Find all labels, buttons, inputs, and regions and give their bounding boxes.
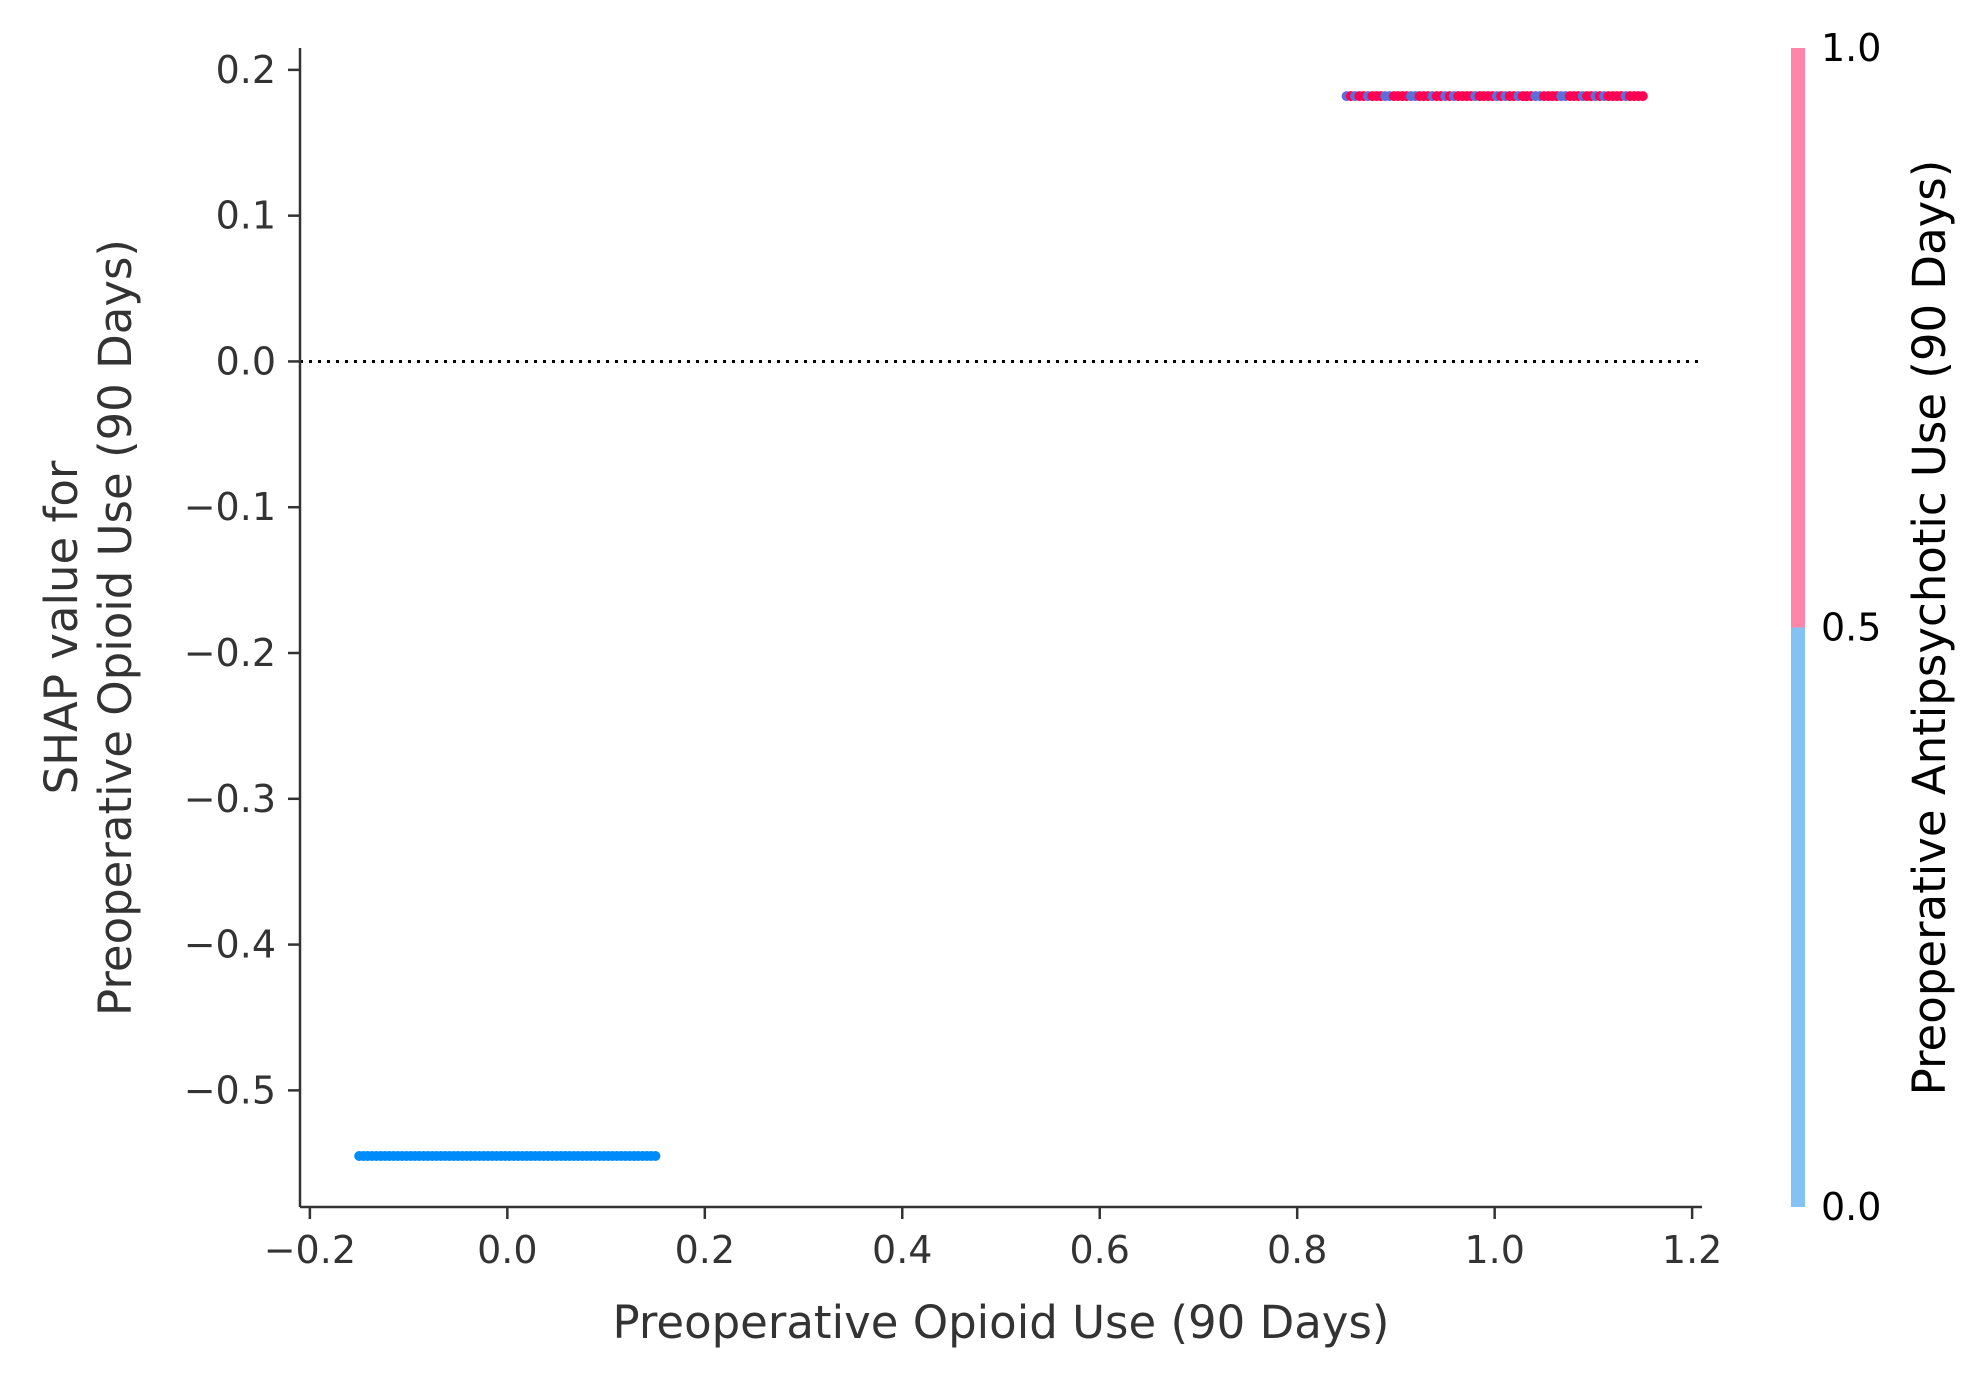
x-tick-label: 0.8 [1267,1228,1327,1272]
y-tick-label: −0.3 [184,777,276,821]
y-tick-label: 0.2 [216,48,276,92]
data-point [650,1150,661,1161]
y-tick-label: −0.1 [184,485,276,529]
data-point [1637,91,1648,102]
colorbar-tick-label: 1.0 [1821,26,1881,70]
colorbar-tick-label: 0.5 [1821,606,1881,650]
colorbar [1791,48,1805,1207]
colorbar-ticks: 0.0 0.5 1.0 [1821,26,1881,1229]
y-tick-label: 0.0 [216,339,276,383]
y-tick-label: −0.2 [184,631,276,675]
y-tick-label: 0.1 [216,194,276,238]
y-axis-title: SHAP value for Preoperative Opioid Use (… [35,239,142,1016]
x-tick-label: 0.0 [477,1228,537,1272]
points-layer [354,91,1648,1161]
x-tick-label: 0.4 [872,1228,932,1272]
y-axis-title-line-1: SHAP value for [35,460,88,794]
x-axis-ticks: −0.2 0.0 0.2 0.4 0.6 0.8 1.0 1.2 [264,1207,1722,1272]
x-tick-label: 0.6 [1070,1228,1130,1272]
x-tick-label: 0.2 [675,1228,735,1272]
x-tick-label: −0.2 [264,1228,356,1272]
x-tick-label: 1.2 [1662,1228,1722,1272]
y-tick-label: −0.5 [184,1068,276,1112]
x-axis-title: Preoperative Opioid Use (90 Days) [613,1296,1390,1349]
x-tick-label: 1.0 [1464,1228,1524,1272]
colorbar-title: Preoperative Antipsychotic Use (90 Days) [1903,160,1956,1096]
colorbar-tick-label: 0.0 [1821,1185,1881,1229]
y-tick-label: −0.4 [184,923,276,967]
y-axis-ticks: 0.2 0.1 0.0 −0.1 −0.2 −0.3 −0.4 −0.5 [184,48,300,1112]
y-axis-title-line-2: Preoperative Opioid Use (90 Days) [89,239,142,1016]
